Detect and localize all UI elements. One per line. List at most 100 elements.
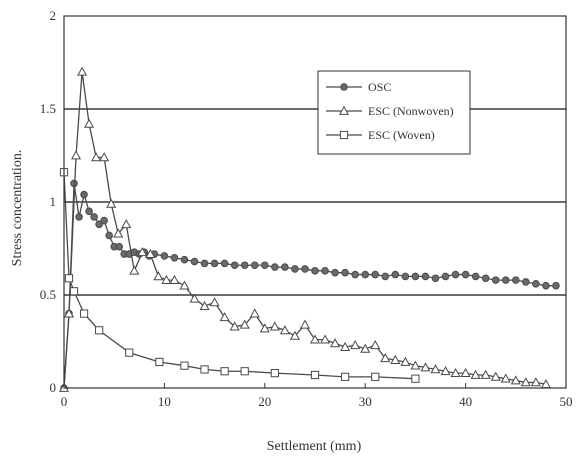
data-point-0-54 <box>512 276 520 284</box>
tick-layer: 0 10 20 30 40 50 0 0.5 1 1.5 2 <box>40 8 573 409</box>
data-point-1-50 <box>520 377 531 387</box>
data-point-1-46 <box>480 369 491 379</box>
series-1 <box>58 66 551 392</box>
data-point-0-52 <box>491 276 500 284</box>
legend-entry-0: OSC <box>326 80 391 94</box>
data-point-0-3 <box>75 213 83 221</box>
data-point-0-41 <box>381 272 390 281</box>
data-point-2-2 <box>69 287 79 296</box>
data-point-0-23 <box>200 259 209 268</box>
data-point-0-53 <box>501 276 510 284</box>
legend-label-1: ESC (Nonwoven) <box>368 104 454 118</box>
x-tick-label-5: 50 <box>560 394 573 409</box>
data-point-1-34 <box>360 343 371 353</box>
data-point-0-50 <box>471 272 480 281</box>
data-point-0-46 <box>431 274 440 283</box>
data-point-0-28 <box>250 261 259 270</box>
y-tick-label-3: 1.5 <box>40 101 56 116</box>
data-point-1-26 <box>279 325 290 335</box>
data-point-0-11 <box>115 242 124 251</box>
data-point-1-20 <box>219 312 230 322</box>
data-point-0-47 <box>441 272 450 281</box>
data-point-1-22 <box>239 319 250 329</box>
data-point-1-19 <box>209 297 220 307</box>
data-point-1-12 <box>145 248 156 258</box>
legend-entry-2: ESC (Woven) <box>326 128 435 142</box>
data-point-1-1 <box>63 308 75 318</box>
data-point-0-4 <box>80 190 88 199</box>
data-point-2-11 <box>270 369 279 378</box>
legend: OSC ESC (Nonwoven) ESC (Woven) <box>317 70 471 155</box>
data-point-1-45 <box>470 369 481 379</box>
data-point-0-49 <box>461 270 470 279</box>
data-point-0-36 <box>331 268 339 277</box>
data-point-1-37 <box>390 354 401 364</box>
legend-label-0: OSC <box>368 80 391 94</box>
data-point-1-36 <box>380 353 391 363</box>
grid-lines <box>64 108 566 296</box>
data-point-0-27 <box>240 261 249 270</box>
data-point-1-32 <box>340 341 351 351</box>
data-point-1-3 <box>77 66 88 76</box>
data-point-0-43 <box>401 272 410 281</box>
data-point-0-6 <box>90 213 98 221</box>
data-point-2-8 <box>200 365 209 374</box>
y-tick-label-1: 0.5 <box>40 287 56 302</box>
data-point-1-38 <box>400 356 411 366</box>
data-point-1-29 <box>309 334 321 344</box>
data-point-2-9 <box>220 367 229 376</box>
data-point-0-38 <box>351 270 359 279</box>
data-point-1-35 <box>370 339 381 350</box>
data-point-0-44 <box>411 272 420 281</box>
data-point-1-33 <box>350 339 361 350</box>
data-point-0-9 <box>105 231 113 240</box>
data-point-1-9 <box>121 219 132 229</box>
data-point-0-45 <box>421 272 430 281</box>
data-point-0-58 <box>552 281 560 290</box>
data-point-0-7 <box>95 220 103 229</box>
data-point-0-40 <box>371 270 380 279</box>
series-line-2 <box>63 172 416 380</box>
data-point-0-5 <box>85 207 93 216</box>
data-point-2-4 <box>95 326 104 335</box>
data-point-0-48 <box>451 270 460 279</box>
data-point-2-7 <box>180 361 189 370</box>
data-point-1-5 <box>91 152 102 162</box>
y-axis-label: Stress concentration. <box>10 150 25 267</box>
data-point-1-14 <box>161 274 172 284</box>
x-tick-label-3: 30 <box>359 394 372 409</box>
data-point-1-13 <box>153 271 164 281</box>
data-point-2-5 <box>125 348 134 357</box>
data-point-1-51 <box>530 377 541 387</box>
data-point-1-47 <box>490 371 501 381</box>
data-point-0-25 <box>220 259 229 268</box>
x-tick-label-4: 40 <box>459 394 472 409</box>
data-point-1-28 <box>299 319 311 329</box>
data-point-0-39 <box>361 270 370 279</box>
data-point-0-55 <box>522 278 530 286</box>
data-point-2-15 <box>411 374 420 383</box>
data-point-2-6 <box>155 357 164 367</box>
y-tick-label-2: 1 <box>50 194 57 209</box>
series-layer <box>58 66 560 392</box>
data-point-0-34 <box>311 267 319 275</box>
legend-label-2: ESC (Woven) <box>368 128 435 142</box>
data-point-1-11 <box>137 246 148 257</box>
data-point-1-25 <box>269 321 280 331</box>
data-point-0-30 <box>271 263 279 271</box>
data-point-2-13 <box>341 372 350 381</box>
data-point-1-43 <box>450 367 461 377</box>
data-point-0-33 <box>301 265 309 273</box>
data-point-1-6 <box>99 152 110 162</box>
data-point-1-40 <box>420 362 431 372</box>
data-point-0-22 <box>190 257 199 266</box>
x-tick-label-0: 0 <box>61 394 68 409</box>
data-point-1-17 <box>189 293 200 303</box>
data-point-1-16 <box>179 280 190 290</box>
data-point-1-24 <box>259 323 270 333</box>
data-point-1-18 <box>199 300 210 311</box>
legend-marker-1 <box>338 105 350 115</box>
data-point-0-24 <box>210 259 219 268</box>
y-tick-label-0: 0 <box>50 380 57 395</box>
